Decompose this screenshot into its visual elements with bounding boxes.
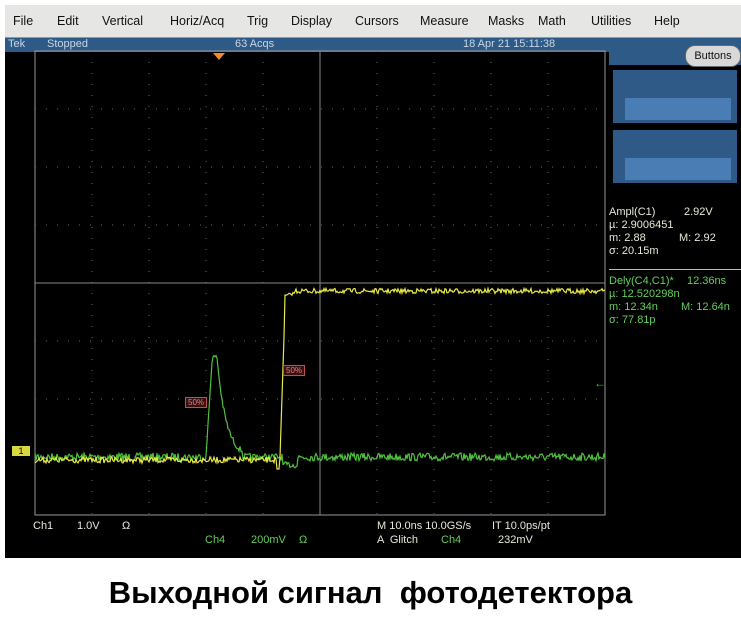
ch1-coupling: Ω — [122, 520, 131, 532]
trigger-position-icon[interactable] — [213, 53, 225, 60]
ampl-sigma: σ: 20.15m — [609, 245, 659, 257]
dely-min: m: 12.34n — [609, 301, 658, 313]
measurement-dely: Dely(C4,C1)* 12.36ns µ: 12.520298n m: 12.… — [609, 275, 741, 327]
ch4-name[interactable]: Ch4 — [205, 534, 226, 546]
measurement-ampl: Ampl(C1) 2.92V µ: 2.9006451 m: 2.88 M: 2.9… — [609, 206, 741, 258]
menu-utilities[interactable]: Utilities — [591, 14, 632, 28]
dely-sigma: σ: 77.81p — [609, 314, 656, 326]
ch1-trace — [34, 286, 606, 470]
caption: Выходной сигнал фотодетектора — [108, 575, 633, 610]
menu-edit[interactable]: Edit — [57, 14, 79, 28]
dely-label: Dely(C4,C1)* — [609, 275, 674, 287]
menu-vertical[interactable]: Vertical — [102, 14, 143, 28]
ch4-scale[interactable]: 200mV — [251, 534, 286, 546]
menu-trig[interactable]: Trig — [247, 14, 269, 28]
dely-value: 12.36ns — [687, 275, 727, 287]
trigger-level-arrow-icon[interactable]: ← — [594, 376, 606, 390]
ampl-mean: µ: 2.9006451 — [609, 219, 674, 231]
menu-display[interactable]: Display — [291, 14, 332, 28]
trigger-level[interactable]: 232mV — [498, 534, 533, 546]
menu-horiz-acq[interactable]: Horiz/Acq — [170, 14, 225, 28]
ampl-label: Ampl(C1) — [609, 206, 656, 218]
oscilloscope-window: File Edit Vertical Horiz/Acq Trig Displa… — [5, 5, 741, 558]
dely-mean: µ: 12.520298n — [609, 288, 680, 300]
menu-file[interactable]: File — [13, 14, 34, 28]
measurement-divider — [609, 269, 741, 270]
dely-max: M: 12.64n — [681, 301, 730, 313]
ampl-max: M: 2.92 — [679, 232, 716, 244]
trigger-mode[interactable]: A Glitch — [377, 534, 418, 546]
ref-50-ch4: 50% — [185, 397, 208, 408]
ampl-min: m: 2.88 — [609, 232, 646, 244]
menu-measure[interactable]: Measure — [420, 14, 469, 28]
datetime: 18 Apr 21 15:11:38 — [463, 38, 556, 50]
menu-cursors[interactable]: Cursors — [355, 14, 399, 28]
status-bar: Tek Stopped 63 Acqs 18 Apr 21 15:11:38 — [5, 38, 610, 52]
ampl-value: 2.92V — [684, 206, 713, 218]
trigger-source[interactable]: Ch4 — [441, 534, 462, 546]
ch4-coupling: Ω — [299, 534, 308, 546]
acq-count: 63 Acqs — [235, 38, 275, 50]
ch1-ground-marker[interactable]: 1 — [12, 446, 30, 456]
ch1-name[interactable]: Ch1 — [33, 520, 54, 532]
menu-masks[interactable]: Masks — [488, 14, 525, 28]
buttons-button[interactable]: Buttons — [685, 45, 741, 67]
ref-50-ch1: 50% — [283, 365, 306, 376]
interpolation-readout: IT 10.0ps/pt — [492, 520, 550, 532]
acq-state: Stopped — [47, 38, 88, 50]
ch1-scale[interactable]: 1.0V — [77, 520, 100, 532]
brand-label: Tek — [8, 38, 26, 50]
control-window-2[interactable] — [613, 130, 737, 183]
control-window-1[interactable] — [613, 70, 737, 123]
menu-help[interactable]: Help — [654, 14, 680, 28]
menu-math[interactable]: Math — [538, 14, 566, 28]
waveform-display — [34, 50, 606, 516]
horizontal-readout[interactable]: M 10.0ns 10.0GS/s — [377, 520, 472, 532]
menu-bar: File Edit Vertical Horiz/Acq Trig Displa… — [5, 5, 741, 38]
